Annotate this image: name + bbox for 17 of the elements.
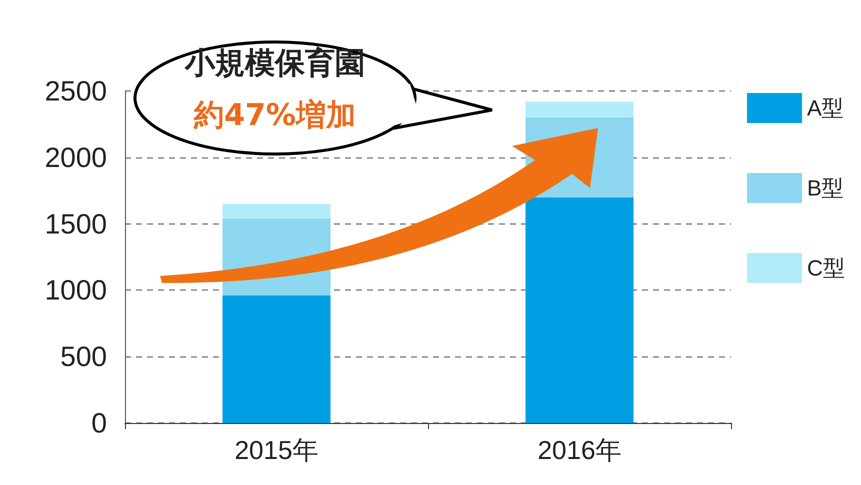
legend-label: C型 bbox=[807, 256, 845, 280]
y-tick-label: 1500 bbox=[44, 208, 107, 240]
x-tick-label: 2015年 bbox=[234, 435, 318, 465]
bar bbox=[526, 102, 634, 118]
x-tick-label: 2016年 bbox=[538, 435, 622, 465]
bar bbox=[222, 296, 330, 423]
text: 小規模保育園 bbox=[184, 45, 366, 83]
legend-label: A型 bbox=[807, 96, 844, 120]
y-tick-label: 2500 bbox=[44, 76, 107, 106]
legend-label: B型 bbox=[807, 176, 844, 200]
y-tick-label: 1000 bbox=[44, 274, 107, 306]
bar bbox=[222, 204, 330, 218]
y-tick-label: 2000 bbox=[44, 142, 107, 173]
annotation: 約47%増加 bbox=[192, 97, 357, 135]
y-tick-label: 500 bbox=[60, 341, 107, 372]
bar bbox=[526, 197, 634, 423]
y-tick-label: 0 bbox=[91, 408, 107, 438]
